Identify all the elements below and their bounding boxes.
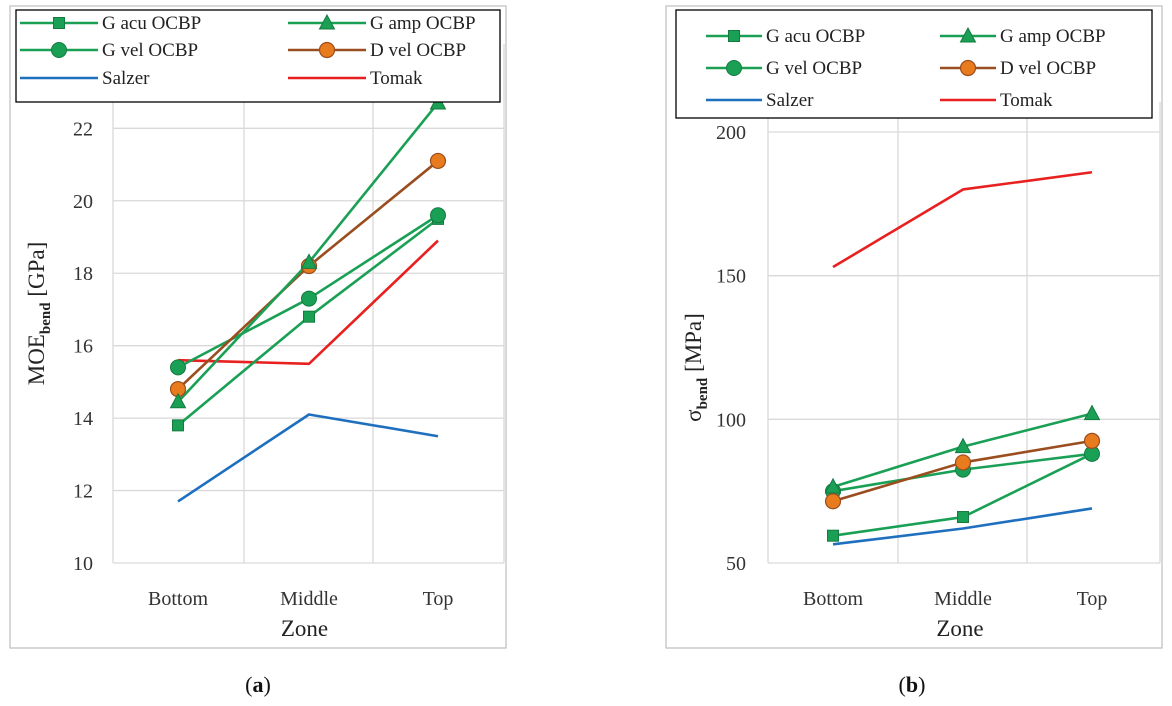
y-axis-label: MOEbend [GPa] [24, 242, 54, 386]
legend-label: D vel OCBP [1000, 58, 1096, 79]
data-point [824, 493, 842, 510]
y-tick-label: 16 [73, 336, 93, 358]
data-point [172, 419, 184, 432]
legend-label: G vel OCBP [102, 40, 198, 61]
legend-marker [728, 30, 740, 42]
data-point [954, 454, 972, 471]
y-tick-label: 100 [716, 409, 746, 431]
legend-marker [318, 13, 336, 30]
y-axis-label-main: MOE [24, 334, 49, 385]
y-axis-label-sub: bend [38, 302, 54, 334]
chart-frame [9, 5, 507, 649]
caption-letter: a [253, 672, 264, 697]
y-tick-label: 50 [726, 553, 746, 575]
figure-caption: (b) [899, 672, 926, 697]
series-line-tomak [832, 170, 1093, 269]
chart-panel-b: 50 100 150 200 Bottom Middle Top Zone σbend [MPa… [665, 5, 1163, 697]
data-point [429, 152, 447, 170]
x-tick-label: Middle [934, 588, 992, 610]
legend-label: G vel OCBP [766, 58, 862, 79]
y-tick-label: 150 [716, 266, 746, 288]
series-line-d-vel-ocbp [177, 159, 439, 391]
caption-paren: ) [264, 672, 271, 697]
legend-marker [53, 17, 65, 29]
data-point [1083, 404, 1101, 421]
legend-label: G acu OCBP [766, 26, 865, 47]
legend-label: G acu OCBP [102, 13, 201, 34]
legend-marker [51, 42, 67, 58]
data-point [170, 359, 186, 376]
data-point [827, 529, 839, 542]
series-line-g-amp-ocbp [177, 102, 440, 403]
y-axis-label-unit: [MPa] [681, 313, 706, 378]
series-line-tomak [177, 239, 439, 366]
y-axis-label: σbend [MPa] [681, 313, 711, 422]
legend-label: G amp OCBP [370, 13, 476, 34]
data-point [824, 477, 842, 494]
x-tick-label: Top [1077, 588, 1108, 610]
data-point [430, 207, 446, 224]
x-axis-label: Zone [281, 616, 328, 641]
data-point [1083, 432, 1101, 449]
caption-paren: ( [245, 672, 252, 697]
x-tick-label: Bottom [148, 588, 208, 610]
y-tick-label: 10 [73, 553, 93, 575]
y-axis-label-unit: [GPa] [24, 242, 49, 303]
legend-label: D vel OCBP [370, 40, 466, 61]
data-point [301, 290, 317, 307]
legend-marker [959, 26, 977, 43]
legend-label: G amp OCBP [1000, 26, 1106, 47]
y-tick-label: 14 [73, 408, 93, 430]
data-point [957, 511, 969, 524]
x-tick-label: Top [423, 588, 454, 610]
caption-paren: ) [918, 672, 925, 697]
caption-letter: b [906, 672, 918, 697]
y-tick-label: 12 [73, 481, 93, 503]
legend-label: Salzer [766, 90, 814, 111]
chart-panel-a: 10 12 14 16 18 20 22 Bottom Middle Top Zone MOEbend… [9, 5, 507, 697]
legend-label: Tomak [1000, 90, 1053, 111]
legend-box [15, 9, 501, 103]
x-tick-label: Middle [280, 588, 338, 610]
legend-marker [318, 41, 336, 59]
y-tick-label: 18 [73, 263, 93, 285]
x-tick-label: Bottom [803, 588, 863, 610]
legend-marker [959, 59, 977, 77]
data-point [169, 392, 187, 409]
chart-frame [665, 5, 1163, 649]
data-point [954, 437, 972, 454]
y-tick-label: 20 [73, 191, 93, 213]
y-tick-label: 200 [716, 122, 746, 144]
legend-label: Salzer [102, 68, 150, 89]
series-line-salzer [177, 413, 439, 503]
legend-label: Tomak [370, 68, 423, 89]
legend-marker [726, 60, 742, 76]
figure-caption: (a) [245, 672, 271, 697]
data-point [303, 310, 315, 323]
data-point [300, 253, 318, 269]
y-axis-label-main: σ [681, 409, 706, 422]
y-axis-label-sub: bend [695, 377, 711, 409]
x-axis-label: Zone [936, 616, 983, 641]
caption-paren: ( [899, 672, 906, 697]
series-line-salzer [832, 507, 1093, 546]
y-tick-label: 22 [73, 118, 93, 140]
